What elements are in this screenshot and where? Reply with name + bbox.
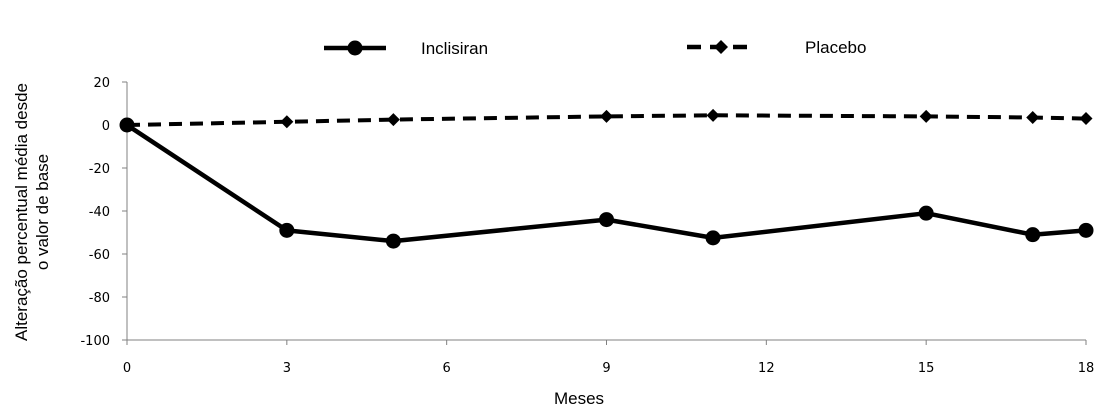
data-point-inclisiran — [705, 230, 721, 246]
data-point-inclisiran — [1025, 227, 1041, 243]
data-point-inclisiran — [918, 205, 934, 221]
series-line-inclisiran — [125, 123, 1087, 244]
x-tick-label: 18 — [1078, 361, 1095, 376]
y-axis-title: Alteração percentual média desde o valor… — [12, 83, 52, 341]
legend-label-inclisiran: Inclisiran — [421, 39, 488, 58]
legend-item-placebo: Placebo — [687, 38, 866, 57]
y-tick-label: 20 — [93, 76, 110, 91]
x-tick-label: 6 — [443, 361, 451, 376]
data-point-placebo — [600, 109, 613, 123]
y-axis-title-line-1: Alteração percentual média desde — [12, 83, 31, 341]
data-point-placebo — [919, 109, 933, 123]
axes: 20 0 -20 -40 -60 -80 -100 0 3 6 9 12 15 18 — [80, 76, 1094, 376]
data-point-placebo — [1079, 112, 1093, 126]
data-point-inclisiran — [599, 212, 614, 228]
x-tick-label: 3 — [283, 361, 291, 376]
x-tick-label: 12 — [758, 361, 775, 376]
data-point-placebo — [706, 108, 720, 122]
data-point-placebo — [1026, 110, 1040, 124]
x-tick-label: 9 — [602, 361, 610, 376]
x-axis-title: Meses — [554, 389, 604, 408]
data-point-inclisiran — [279, 222, 295, 238]
plot-area — [119, 108, 1094, 249]
legend-swatch-inclisiran-marker — [347, 40, 363, 56]
y-tick-label: 0 — [102, 119, 110, 134]
series-line-placebo — [126, 113, 1087, 127]
y-tick-label: -60 — [89, 248, 110, 263]
x-tick-label: 15 — [918, 361, 935, 376]
y-tick-label: -100 — [80, 334, 110, 349]
data-point-placebo — [386, 113, 400, 127]
data-point-placebo — [120, 118, 134, 132]
x-tick-label: 0 — [123, 361, 131, 376]
data-point-inclisiran — [385, 233, 401, 249]
data-point-inclisiran — [1078, 222, 1094, 238]
y-tick-label: -40 — [89, 205, 110, 220]
legend-label-placebo: Placebo — [805, 38, 866, 57]
legend: Inclisiran Placebo — [324, 38, 866, 58]
y-tick-label: -80 — [89, 291, 110, 306]
data-point-placebo — [280, 115, 294, 129]
y-tick-label: -20 — [89, 162, 110, 177]
legend-item-inclisiran: Inclisiran — [324, 39, 488, 58]
legend-swatch-placebo-marker — [714, 40, 728, 54]
y-axis-title-line-2: o valor de base — [33, 154, 52, 270]
